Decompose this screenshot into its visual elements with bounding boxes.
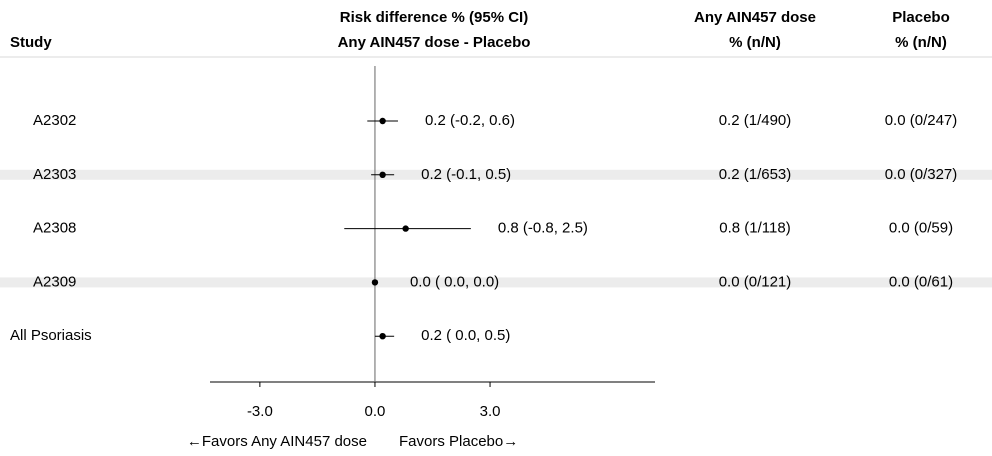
study-label: A2302 — [33, 112, 76, 129]
ci-label: 0.2 ( 0.0, 0.5) — [421, 327, 510, 344]
study-label: A2308 — [33, 220, 76, 237]
ci-label: 0.0 ( 0.0, 0.0) — [410, 273, 499, 290]
x-tick-label: -3.0 — [247, 403, 273, 420]
placebo-value: 0.0 (0/247) — [885, 112, 958, 129]
x-tick-label: 3.0 — [480, 403, 501, 420]
placebo-header: Placebo — [892, 9, 950, 26]
placebo-value: 0.0 (0/59) — [889, 220, 953, 237]
study-header: Study — [10, 34, 52, 51]
favors-right: Favors Placebo→ — [399, 433, 518, 450]
treatment-value: 0.0 (0/121) — [719, 273, 792, 290]
treatment-value: 0.2 (1/490) — [719, 112, 792, 129]
treatment-header: Any AIN457 dose — [694, 9, 816, 26]
ci-label: 0.2 (-0.1, 0.5) — [421, 166, 511, 183]
x-tick-label: 0.0 — [365, 403, 386, 420]
estimate-point — [402, 225, 409, 232]
row-stripe — [0, 277, 992, 288]
estimate-point — [379, 333, 386, 340]
favors-left: ←Favors Any AIN457 dose — [187, 433, 367, 450]
study-label: A2309 — [33, 273, 76, 290]
placebo-subheader: % (n/N) — [895, 34, 947, 51]
study-label: All Psoriasis — [10, 327, 92, 344]
treatment-value: 0.8 (1/118) — [719, 220, 790, 237]
plot-header: Risk difference % (95% CI) — [340, 9, 528, 26]
estimate-point — [379, 171, 386, 178]
estimate-point — [379, 117, 386, 125]
placebo-value: 0.0 (0/61) — [889, 273, 953, 290]
plot-subheader: Any AIN457 dose - Placebo — [338, 34, 531, 51]
study-label: A2303 — [33, 166, 76, 183]
row-stripe — [0, 169, 992, 180]
placebo-value: 0.0 (0/327) — [885, 166, 958, 183]
treatment-value: 0.2 (1/653) — [719, 166, 792, 183]
treatment-subheader: % (n/N) — [729, 34, 781, 51]
ci-label: 0.2 (-0.2, 0.6) — [425, 112, 515, 129]
ci-label: 0.8 (-0.8, 2.5) — [498, 220, 588, 237]
estimate-point — [371, 279, 379, 286]
